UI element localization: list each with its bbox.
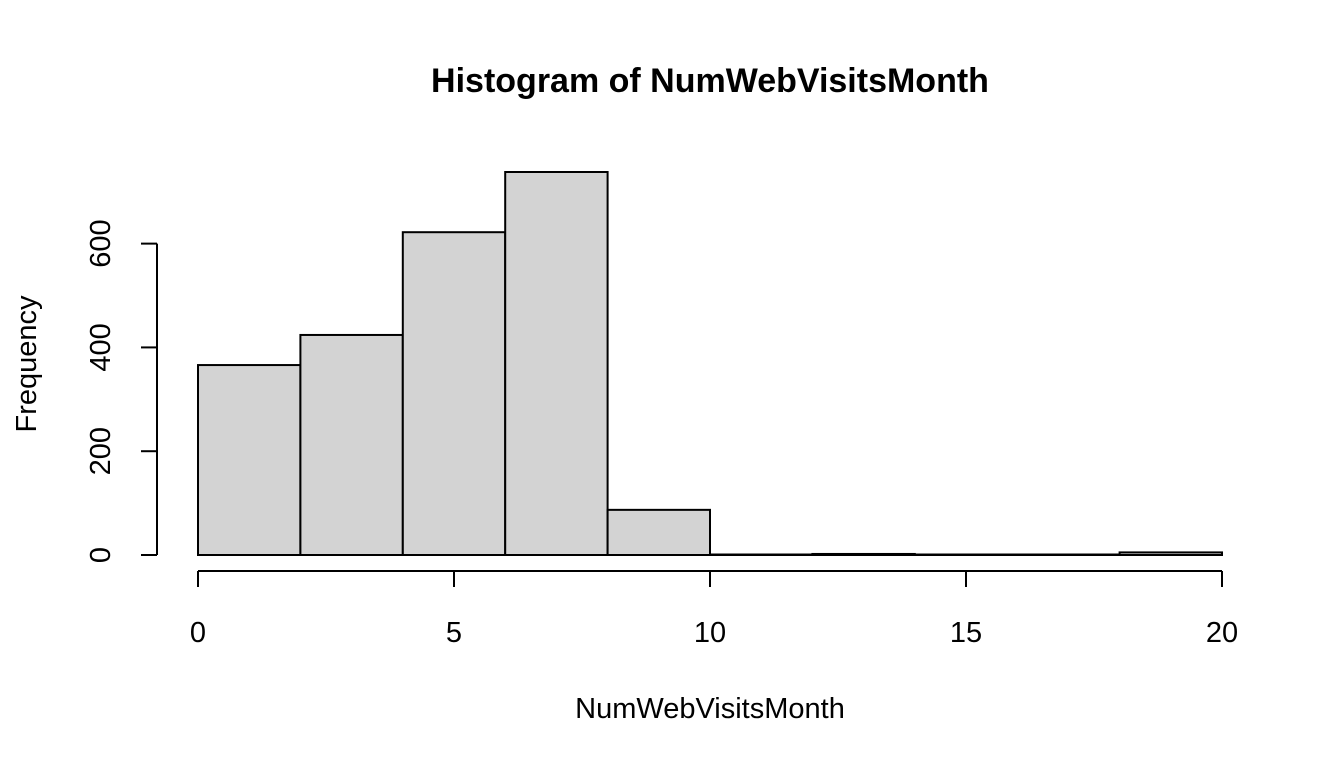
histogram-bar-8 bbox=[1016, 553, 1121, 556]
x-axis-label: NumWebVisitsMonth bbox=[575, 693, 845, 725]
x-tick-label-1: 5 bbox=[446, 617, 462, 649]
histogram-bar-5 bbox=[709, 553, 814, 556]
chart-title: Histogram of NumWebVisitsMonth bbox=[431, 62, 989, 100]
x-tick-label-0: 0 bbox=[190, 617, 206, 649]
x-axis: 0 5 10 15 20 bbox=[190, 570, 1238, 649]
histogram-bar-0 bbox=[197, 364, 302, 556]
histogram-bar-7 bbox=[913, 553, 1019, 556]
histogram-bar-9 bbox=[1118, 551, 1223, 557]
y-tick-label-3: 600 bbox=[85, 219, 117, 267]
histogram-bar-6 bbox=[811, 552, 916, 556]
histogram-bar-4 bbox=[606, 508, 711, 556]
histogram-bars bbox=[197, 171, 1223, 557]
x-tick-label-3: 15 bbox=[950, 617, 982, 649]
histogram-bar-2 bbox=[401, 231, 507, 557]
y-axis: 0 200 400 600 bbox=[85, 219, 158, 563]
histogram-bar-3 bbox=[504, 171, 609, 556]
histogram-bar-1 bbox=[299, 333, 404, 556]
y-tick-label-2: 400 bbox=[85, 323, 117, 371]
y-tick-label-0: 0 bbox=[85, 547, 117, 563]
y-axis-label: Frequency bbox=[11, 295, 43, 433]
y-tick-label-1: 200 bbox=[85, 427, 117, 475]
x-tick-label-2: 10 bbox=[694, 617, 726, 649]
x-tick-label-4: 20 bbox=[1206, 617, 1238, 649]
